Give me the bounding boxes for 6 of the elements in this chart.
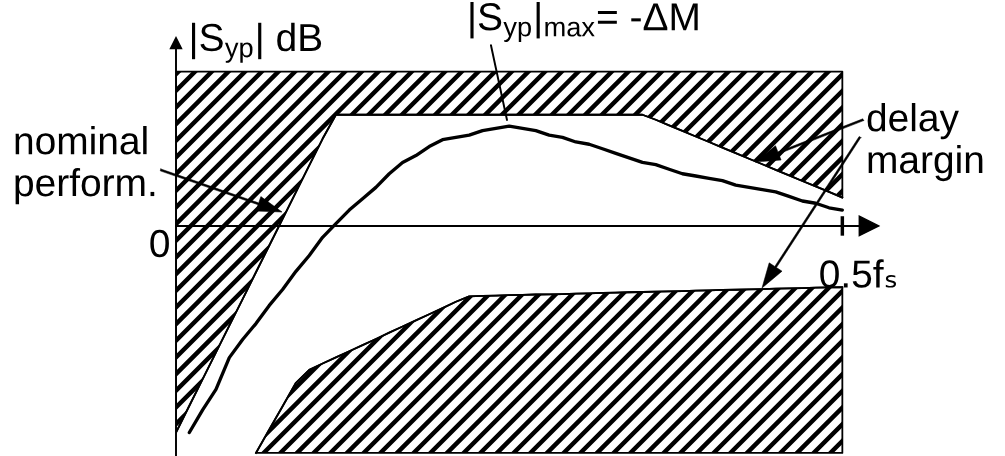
text: 0 [150,229,169,258]
text: |S$_{yp}$|$_{max}$= -ΔM [470,2,698,42]
annotation: 0.5fₛ [820,259,897,288]
text: nominal perform. [15,126,155,205]
y-axis-title: |S$_{yp}$| dB [191,22,322,63]
text: delay margin [867,103,983,182]
